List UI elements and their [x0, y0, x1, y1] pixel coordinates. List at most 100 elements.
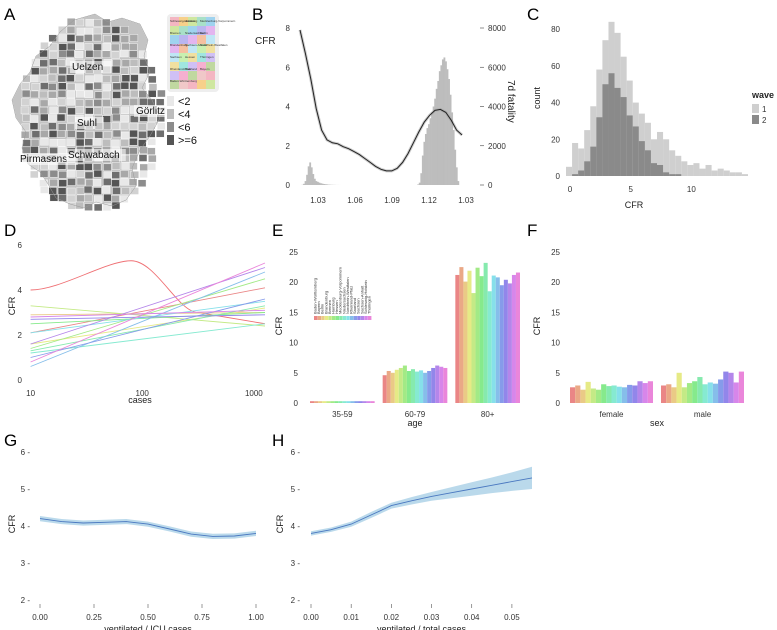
inset-region	[170, 62, 179, 71]
inset-region	[170, 17, 179, 26]
bar	[621, 387, 628, 403]
map-district	[20, 106, 30, 115]
bar	[728, 372, 734, 403]
map-district	[85, 18, 94, 27]
map-district	[57, 74, 67, 83]
map-district	[49, 66, 58, 74]
map-district	[75, 201, 84, 210]
x-tick: 0.00	[303, 613, 319, 622]
inset-region	[179, 35, 188, 44]
legend-swatch	[167, 122, 174, 132]
panel-b-chart: 0 2 4 6 8 0 2000 4000 6000 8000 1.03 1.06 1.09 1.12 1.…	[255, 24, 516, 205]
map-district	[57, 139, 66, 147]
map-district	[130, 66, 139, 74]
inset-region	[179, 62, 188, 71]
x-tick: 0.03	[424, 613, 440, 622]
fatality-bar	[455, 167, 458, 185]
x-tick: 35-59	[332, 410, 353, 419]
map-district	[121, 131, 130, 140]
bar	[647, 381, 653, 403]
map-district	[84, 203, 93, 211]
legend-label: Brandenburg	[323, 291, 328, 314]
map-district	[146, 122, 156, 130]
map-district	[110, 43, 120, 52]
inset-region	[179, 80, 188, 89]
map-district	[111, 201, 121, 210]
map-district	[29, 115, 39, 123]
histogram-bar-wave1	[699, 168, 706, 176]
histogram-bar-wave1	[663, 139, 670, 176]
map-district	[101, 186, 111, 194]
map-district	[58, 34, 68, 42]
inset-region	[206, 44, 215, 53]
fatality-bar	[434, 98, 437, 185]
histogram-bar-wave2	[638, 141, 645, 176]
city-label: Pirmasens	[20, 154, 67, 165]
y-tick: 2 -	[291, 596, 301, 605]
map-district	[121, 74, 131, 82]
bar	[342, 401, 347, 403]
map-district	[39, 179, 48, 187]
fatality-bar	[320, 183, 322, 185]
trend-line	[310, 477, 533, 534]
map-district	[39, 106, 49, 115]
histogram-bar-wave1	[657, 131, 664, 176]
map-district	[49, 178, 58, 187]
map-district	[102, 115, 111, 123]
map-district	[48, 83, 57, 91]
bar	[611, 385, 617, 403]
x-tick: 0.00	[32, 613, 48, 622]
map-district	[130, 187, 139, 195]
inset-region	[188, 44, 197, 53]
map-district	[102, 203, 112, 211]
bar	[459, 267, 464, 403]
state-line	[30, 262, 266, 363]
inset-state-label: Baden-Württemberg	[170, 79, 197, 83]
bar	[616, 386, 622, 403]
map-district	[58, 146, 67, 154]
map-district	[75, 83, 84, 91]
inset-region	[170, 53, 179, 62]
legend-swatch	[346, 316, 350, 320]
bar	[686, 383, 693, 403]
legend-label-2: 2	[762, 116, 767, 125]
map-district	[84, 34, 93, 42]
bar	[642, 383, 648, 403]
inset-state-label: Berlin	[200, 31, 208, 35]
map-district	[75, 99, 84, 107]
histogram-bar-wave2	[675, 174, 682, 176]
histogram-bar-wave2	[644, 150, 651, 176]
map-district	[21, 98, 30, 106]
fatality-bar	[321, 183, 324, 185]
panel-c-chart: 0 20 40 60 80 0 5 10 CFR count wave 1 2	[532, 21, 774, 210]
map-district	[83, 194, 93, 203]
legend-swatch	[368, 316, 372, 320]
map-district	[76, 170, 85, 178]
histogram-bar-wave1	[566, 166, 573, 176]
bar	[491, 275, 496, 403]
inset-region	[170, 80, 179, 89]
fatality-bar	[449, 94, 452, 185]
legend-label: Bayern	[316, 301, 321, 314]
inset-state-label: Bremen	[170, 31, 181, 35]
bar	[318, 401, 323, 403]
bar	[439, 366, 444, 403]
histogram-bar-wave2	[572, 174, 579, 176]
map-district	[102, 83, 111, 92]
legend-label: Baden-Württemberg	[313, 278, 318, 314]
map-district	[129, 122, 138, 131]
map-district	[92, 50, 102, 58]
map-district	[22, 146, 31, 155]
fatality-bar	[428, 124, 430, 185]
inset-state-label: Saarland	[185, 67, 197, 71]
map-district	[67, 107, 76, 116]
fatality-bar	[315, 181, 318, 185]
y-tick: 4	[18, 286, 23, 295]
bar	[435, 365, 440, 403]
map-district	[22, 113, 31, 122]
map-district	[76, 89, 85, 98]
map-district	[92, 33, 102, 42]
panel-a-map: Uelzen Görlitz Suhl Pirmasens Schwabach <2<4…	[11, 13, 236, 212]
inset-region	[188, 17, 197, 26]
legend-swatch	[353, 316, 357, 320]
